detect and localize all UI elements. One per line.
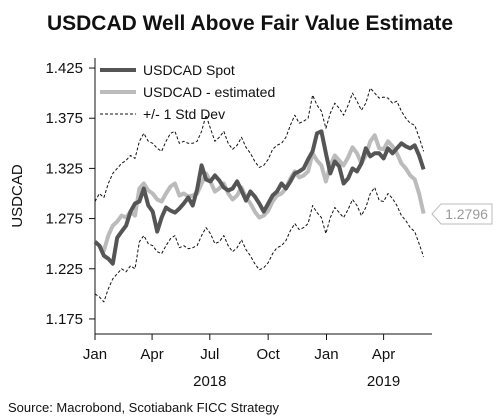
legend-label-estimated: USDCAD - estimated <box>143 84 275 100</box>
x-tick-label: Jul <box>200 346 219 363</box>
series-line-upper-band <box>94 87 425 202</box>
x-tick-label: Oct <box>256 346 280 363</box>
plot-frame <box>94 58 432 335</box>
value-callout: 1.2796 <box>431 203 493 225</box>
y-axis-label: USDCAD <box>9 164 26 228</box>
legend-label-spot: USDCAD Spot <box>143 62 235 78</box>
y-ticks: 1.425 1.375 1.325 1.275 1.225 1.175 <box>45 60 95 328</box>
y-tick-label: 1.175 <box>45 311 83 328</box>
chart-title: USDCAD Well Above Fair Value Estimate <box>47 12 453 35</box>
series-line-spot <box>93 129 426 266</box>
series-line-estimated <box>93 133 426 253</box>
y-tick-label: 1.275 <box>45 211 83 228</box>
series-line-lower-band <box>94 187 425 303</box>
y-tick-label: 1.425 <box>45 60 83 77</box>
x-tick-label: Jan <box>83 346 107 363</box>
y-tick-label: 1.375 <box>45 110 83 127</box>
source-note: Source: Macrobond, Scotiabank FICC Strat… <box>8 400 279 415</box>
x-tick-label: Apr <box>140 346 163 363</box>
callout-box <box>431 203 493 225</box>
legend-label-stddev: +/- 1 Std Dev <box>143 106 225 122</box>
callout-label: 1.2796 <box>445 206 488 222</box>
x-tick-label: Apr <box>372 346 395 363</box>
x-year-label: 2018 <box>193 373 226 390</box>
legend: USDCAD Spot USDCAD - estimated +/- 1 Std… <box>100 62 275 122</box>
x-ticks: Jan Apr Jul Oct Jan Apr 2018 2019 <box>83 334 400 390</box>
y-tick-label: 1.225 <box>45 261 83 278</box>
series-layer <box>93 87 426 303</box>
x-year-label: 2019 <box>367 373 400 390</box>
x-tick-label: Jan <box>314 346 338 363</box>
y-tick-label: 1.325 <box>45 160 83 177</box>
